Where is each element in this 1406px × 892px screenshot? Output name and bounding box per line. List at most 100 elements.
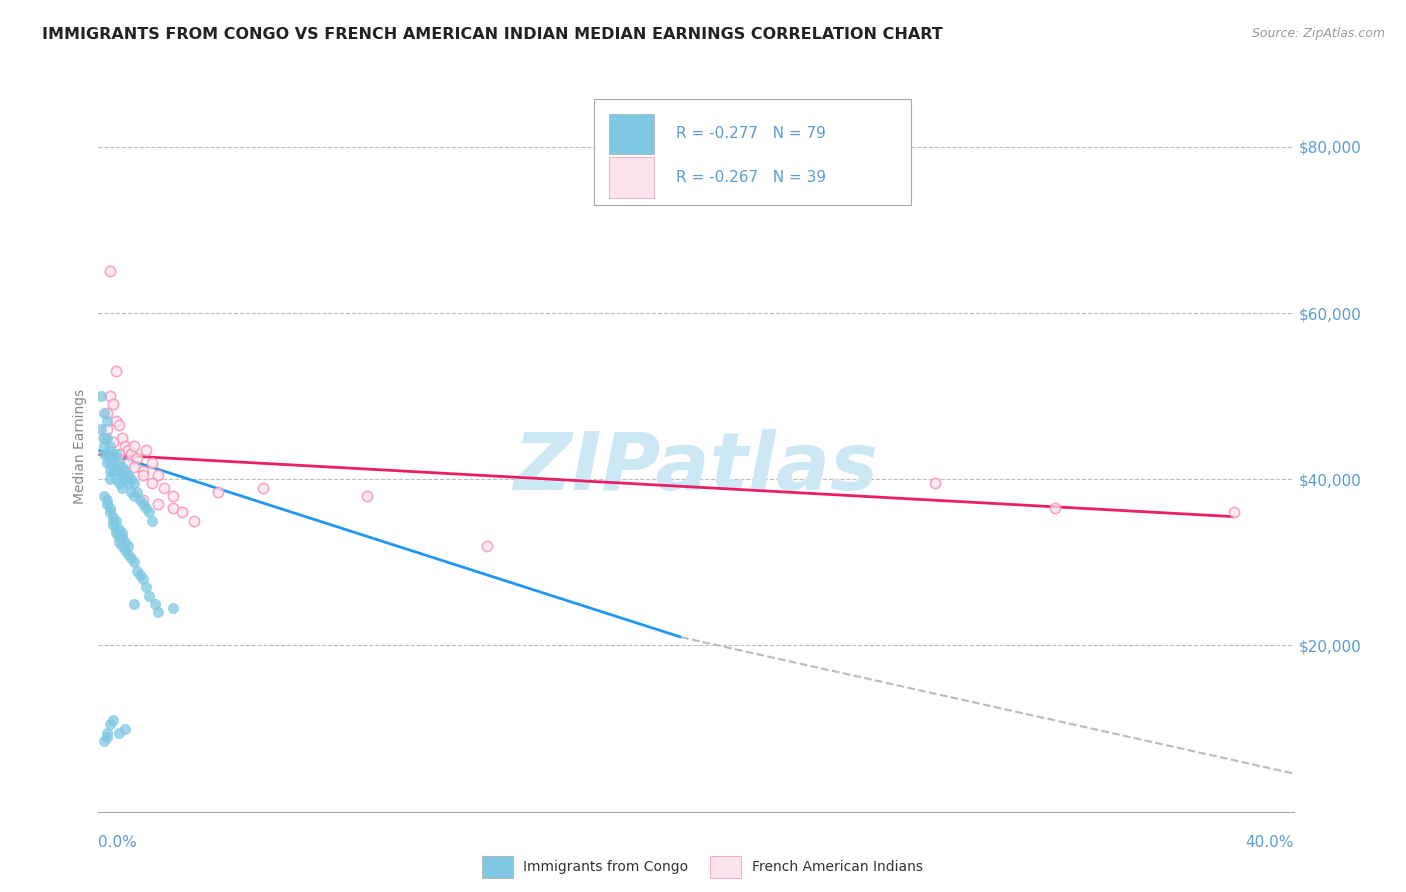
Point	[96, 725, 118, 739]
Text: French American Indians: French American Indians	[752, 860, 924, 874]
Point	[114, 472, 136, 486]
Point	[105, 447, 128, 461]
Point	[100, 506, 122, 520]
Point	[111, 539, 134, 553]
Point	[111, 530, 134, 544]
Point	[93, 489, 115, 503]
Point	[141, 456, 163, 470]
Point	[124, 597, 146, 611]
Point	[105, 514, 128, 528]
Point	[135, 443, 157, 458]
Point	[132, 468, 155, 483]
Point	[108, 464, 131, 478]
Point	[124, 439, 146, 453]
Point	[135, 580, 157, 594]
Point	[96, 414, 118, 428]
Point	[100, 501, 122, 516]
Point	[252, 481, 274, 495]
Point	[114, 464, 136, 478]
Point	[100, 389, 122, 403]
Point	[108, 447, 131, 461]
FancyBboxPatch shape	[609, 113, 654, 153]
Point	[114, 542, 136, 557]
Point	[105, 526, 128, 541]
Point	[124, 489, 146, 503]
Point	[96, 406, 118, 420]
Point	[103, 447, 125, 461]
Point	[93, 734, 115, 748]
Point	[129, 493, 152, 508]
Point	[100, 456, 122, 470]
Point	[103, 518, 125, 533]
Point	[100, 472, 122, 486]
Point	[111, 459, 134, 474]
Point	[114, 439, 136, 453]
Point	[93, 439, 115, 453]
Point	[96, 447, 118, 461]
Point	[138, 506, 160, 520]
Point	[117, 443, 139, 458]
Point	[132, 497, 155, 511]
FancyBboxPatch shape	[595, 99, 911, 204]
Point	[135, 501, 157, 516]
Point	[103, 714, 125, 728]
Point	[93, 406, 115, 420]
Point	[132, 464, 155, 478]
FancyBboxPatch shape	[609, 158, 654, 198]
Point	[111, 481, 134, 495]
Point	[108, 476, 131, 491]
Point	[108, 456, 131, 470]
Point	[103, 464, 125, 478]
Point	[114, 722, 136, 736]
Point	[108, 530, 131, 544]
Point	[96, 497, 118, 511]
Point	[1223, 506, 1246, 520]
Point	[117, 456, 139, 470]
Text: Source: ZipAtlas.com: Source: ZipAtlas.com	[1251, 27, 1385, 40]
Text: 0.0%: 0.0%	[98, 836, 138, 850]
Text: R = -0.277   N = 79: R = -0.277 N = 79	[676, 126, 825, 141]
Point	[1043, 501, 1066, 516]
Point	[103, 509, 125, 524]
Point	[132, 572, 155, 586]
Point	[356, 489, 378, 503]
Point	[105, 522, 128, 536]
Point	[924, 476, 946, 491]
Point	[103, 456, 125, 470]
Text: Immigrants from Congo: Immigrants from Congo	[523, 860, 688, 874]
Point	[108, 725, 131, 739]
Point	[141, 476, 163, 491]
Point	[93, 431, 115, 445]
Point	[138, 589, 160, 603]
Point	[96, 422, 118, 436]
Point	[103, 397, 125, 411]
Point	[105, 464, 128, 478]
Point	[96, 456, 118, 470]
Point	[105, 414, 128, 428]
Point	[143, 597, 166, 611]
Point	[124, 459, 146, 474]
Text: IMMIGRANTS FROM CONGO VS FRENCH AMERICAN INDIAN MEDIAN EARNINGS CORRELATION CHAR: IMMIGRANTS FROM CONGO VS FRENCH AMERICAN…	[42, 27, 943, 42]
Point	[108, 534, 131, 549]
Point	[120, 447, 142, 461]
Point	[117, 539, 139, 553]
Point	[129, 567, 152, 582]
Point	[127, 484, 149, 499]
Point	[90, 389, 112, 403]
Point	[124, 555, 146, 569]
Point	[90, 422, 112, 436]
Point	[153, 481, 176, 495]
Point	[132, 493, 155, 508]
Point	[141, 514, 163, 528]
Point	[162, 489, 184, 503]
Text: R = -0.267   N = 39: R = -0.267 N = 39	[676, 170, 825, 185]
Point	[100, 464, 122, 478]
Point	[183, 514, 205, 528]
Point	[148, 497, 170, 511]
Point	[162, 501, 184, 516]
Point	[103, 434, 125, 449]
Point	[96, 493, 118, 508]
Point	[111, 468, 134, 483]
Point	[108, 418, 131, 433]
Point	[111, 431, 134, 445]
